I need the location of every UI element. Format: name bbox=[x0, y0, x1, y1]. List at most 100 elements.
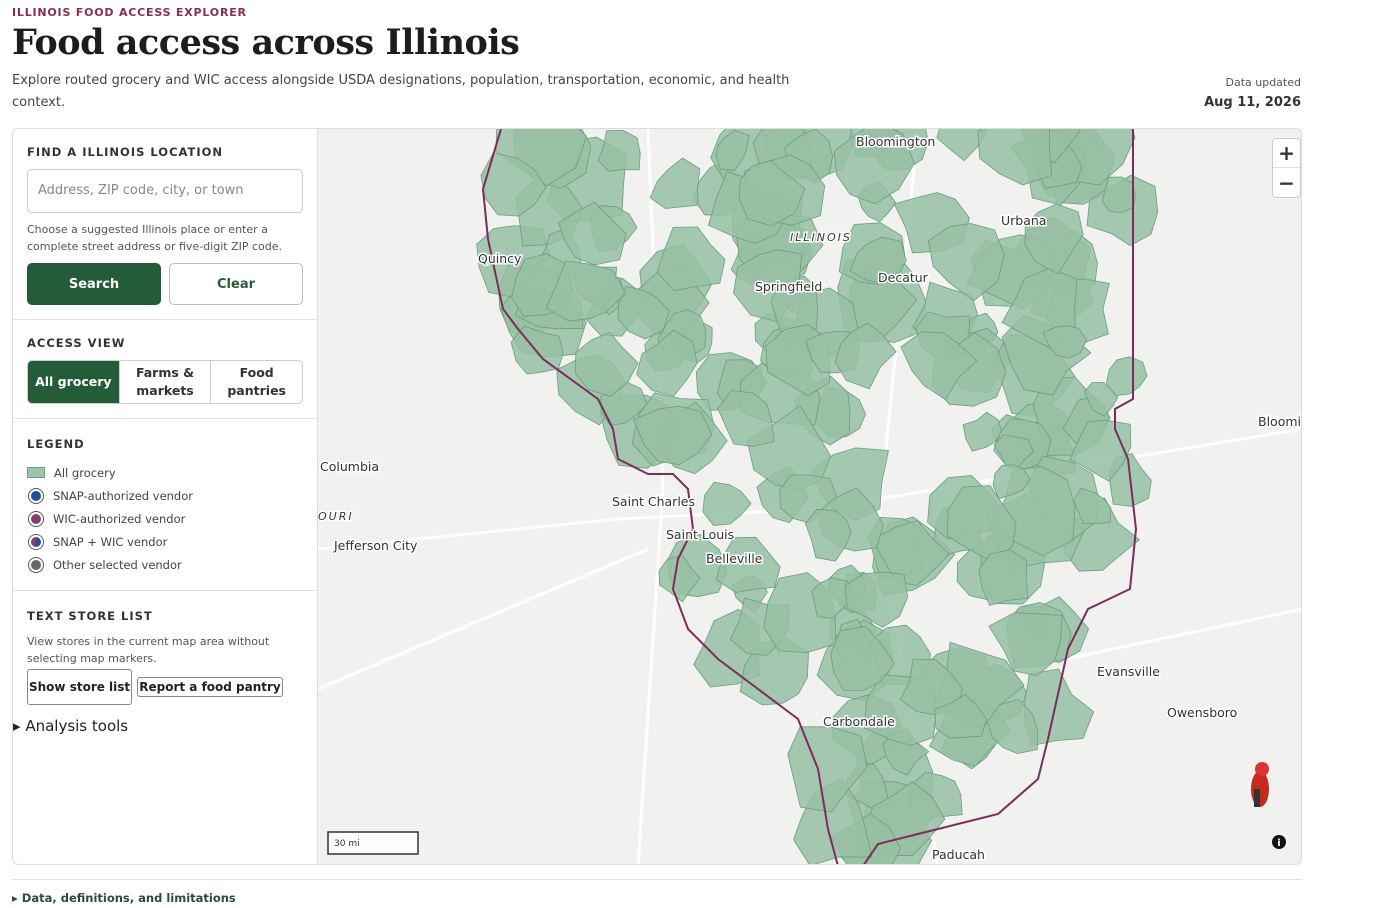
legend-label: WIC-authorized vendor bbox=[53, 511, 186, 526]
map-label: Saint Charles bbox=[612, 494, 695, 509]
access-area bbox=[986, 698, 1039, 755]
access-area bbox=[1105, 356, 1148, 397]
sidebar: FIND A ILLINOIS LOCATION Address, ZIP co… bbox=[12, 128, 317, 865]
map-label: Urbana bbox=[1001, 213, 1046, 228]
access-area bbox=[978, 549, 1029, 606]
map-label: Paducah bbox=[932, 847, 985, 862]
access-area bbox=[636, 329, 698, 397]
cardinal-icon bbox=[1251, 762, 1269, 807]
analysis-tools[interactable]: ▸ Analysis tools bbox=[13, 717, 129, 735]
access-area bbox=[844, 571, 909, 628]
access-area bbox=[993, 434, 1034, 471]
access-area bbox=[738, 159, 806, 227]
zoom-out[interactable]: − bbox=[1278, 170, 1295, 195]
legend-item: WIC-authorized vendor bbox=[27, 507, 303, 530]
access-area bbox=[992, 464, 1031, 500]
access-area bbox=[658, 554, 701, 603]
map-canvas: Bloomington Urbana ILLINOIS Quincy Sprin… bbox=[318, 129, 1302, 864]
access-area bbox=[617, 285, 670, 340]
legend-item: All grocery bbox=[27, 461, 303, 484]
access-area bbox=[1073, 487, 1112, 525]
access-area bbox=[830, 625, 895, 691]
legend: LEGEND All grocery SNAP-authorized vendo… bbox=[13, 419, 317, 591]
map-label: ILLINOIS bbox=[790, 231, 852, 244]
access-area bbox=[656, 226, 726, 292]
access-area bbox=[804, 508, 852, 562]
swatch bbox=[29, 557, 43, 572]
state-border bbox=[481, 129, 1138, 864]
clear-button[interactable]: Clear bbox=[169, 263, 303, 305]
map[interactable]: Bloomington Urbana ILLINOIS Quincy Sprin… bbox=[317, 128, 1302, 865]
map-label: OURI bbox=[318, 510, 354, 523]
footer-label[interactable]: Data, definitions, and limitations bbox=[21, 891, 236, 905]
search-button[interactable]: Search bbox=[27, 263, 161, 305]
access-area bbox=[1084, 382, 1119, 417]
info-button[interactable] bbox=[1272, 835, 1286, 849]
search-input[interactable]: Address, ZIP code, city, or town bbox=[27, 169, 303, 213]
map-label: Carbondale bbox=[823, 714, 895, 729]
access-area bbox=[649, 157, 701, 209]
access-area bbox=[574, 331, 639, 397]
view-option[interactable]: All grocery bbox=[28, 361, 119, 403]
updated-label: Data updated bbox=[1225, 76, 1301, 89]
legend-item: SNAP + WIC vendor bbox=[27, 530, 303, 553]
eyebrow: ILLINOIS FOOD ACCESS EXPLORER bbox=[12, 6, 247, 19]
updated-date: Aug 11, 2026 bbox=[1204, 95, 1301, 110]
heading: LEGEND bbox=[27, 437, 85, 451]
help-text: View stores in the current map area with… bbox=[27, 635, 270, 665]
page-title: Food access across Illinois bbox=[12, 22, 520, 63]
map-label: Quincy bbox=[478, 251, 522, 266]
access-area bbox=[849, 236, 907, 284]
view-option[interactable]: Food pantries bbox=[210, 361, 302, 403]
segmented-control: All grocery Farms & markets Food pantrie… bbox=[27, 360, 303, 404]
access-area bbox=[510, 325, 564, 375]
legend-label: All grocery bbox=[54, 465, 116, 480]
swatch bbox=[29, 534, 43, 549]
heading: FIND A ILLINOIS LOCATION bbox=[27, 145, 224, 159]
search-section: FIND A ILLINOIS LOCATION Address, ZIP co… bbox=[13, 129, 317, 320]
show-store-list[interactable]: Show store list bbox=[27, 669, 133, 705]
swatch bbox=[29, 488, 43, 503]
access-area bbox=[1024, 203, 1084, 275]
access-area bbox=[962, 411, 1003, 452]
access-area bbox=[495, 129, 588, 187]
map-label: Owensboro bbox=[1167, 705, 1237, 720]
help-text: Choose a suggested Illinois place or ent… bbox=[27, 223, 283, 253]
access-area bbox=[834, 322, 897, 390]
map-label: Bloomin bbox=[1258, 414, 1302, 429]
access-area bbox=[717, 390, 775, 447]
swatch bbox=[27, 467, 45, 478]
description: Explore routed grocery and WIC access al… bbox=[12, 73, 790, 110]
heading: ACCESS VIEW bbox=[27, 336, 126, 350]
map-label: Saint Louis bbox=[666, 527, 734, 542]
access-area bbox=[702, 481, 752, 526]
heading: TEXT STORE LIST bbox=[27, 609, 153, 623]
zoom-in[interactable]: + bbox=[1273, 139, 1300, 168]
map-label: Decatur bbox=[878, 270, 929, 285]
access-area bbox=[545, 260, 627, 322]
access-area bbox=[977, 129, 1053, 186]
legend-label: SNAP-authorized vendor bbox=[53, 488, 193, 503]
access-area bbox=[787, 726, 868, 813]
access-area bbox=[936, 129, 988, 162]
map-label: Springfield bbox=[755, 279, 822, 294]
divider bbox=[12, 879, 1302, 880]
access-area bbox=[811, 577, 852, 619]
map-label: Evansville bbox=[1097, 664, 1160, 679]
map-label: Bloomington bbox=[856, 134, 935, 149]
footer-link[interactable]: ▸ Data, definitions, and limitations bbox=[12, 891, 236, 905]
report-pantry[interactable]: Report a food pantry bbox=[137, 677, 283, 697]
access-area bbox=[871, 519, 950, 587]
map-label: Jefferson City bbox=[333, 538, 418, 553]
access-area bbox=[928, 223, 1005, 302]
legend-label: SNAP + WIC vendor bbox=[53, 534, 168, 549]
store-list: TEXT STORE LIST View stores in the curre… bbox=[13, 591, 317, 709]
analysis-label[interactable]: Analysis tools bbox=[25, 717, 129, 735]
view-option[interactable]: Farms & markets bbox=[118, 361, 211, 403]
legend-item: Other selected vendor bbox=[27, 553, 303, 576]
access-area bbox=[988, 612, 1063, 677]
legend-item: SNAP-authorized vendor bbox=[27, 484, 303, 507]
scale-label: 30 mi bbox=[334, 839, 360, 849]
